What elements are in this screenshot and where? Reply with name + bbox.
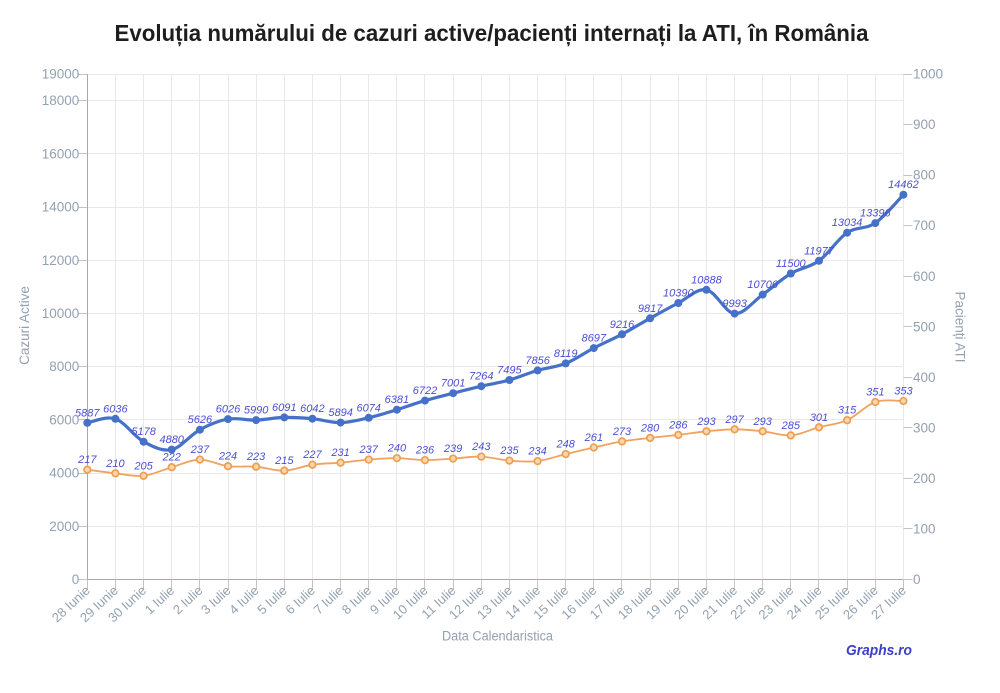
svg-text:900: 900 xyxy=(913,117,936,132)
svg-text:Cazuri Active: Cazuri Active xyxy=(17,286,32,365)
svg-text:14000: 14000 xyxy=(42,200,80,215)
svg-text:18000: 18000 xyxy=(42,93,80,108)
svg-text:13396: 13396 xyxy=(860,208,891,220)
svg-text:237: 237 xyxy=(359,444,379,456)
svg-text:210: 210 xyxy=(105,458,125,470)
svg-text:11500: 11500 xyxy=(776,258,807,270)
svg-text:5887: 5887 xyxy=(75,407,100,419)
svg-text:10888: 10888 xyxy=(691,274,722,286)
svg-text:353: 353 xyxy=(894,386,913,398)
svg-text:297: 297 xyxy=(724,414,744,426)
svg-text:14462: 14462 xyxy=(888,179,919,191)
svg-text:236: 236 xyxy=(415,445,435,457)
svg-text:0: 0 xyxy=(72,572,80,587)
svg-text:9993: 9993 xyxy=(722,298,747,310)
svg-text:301: 301 xyxy=(810,412,828,424)
svg-text:227: 227 xyxy=(302,449,322,461)
svg-text:261: 261 xyxy=(584,432,603,444)
svg-text:234: 234 xyxy=(527,446,546,458)
svg-text:235: 235 xyxy=(499,445,519,457)
svg-text:7856: 7856 xyxy=(525,355,550,367)
svg-text:1000: 1000 xyxy=(913,67,943,82)
svg-text:217: 217 xyxy=(77,454,97,466)
svg-text:5894: 5894 xyxy=(328,407,352,419)
svg-text:293: 293 xyxy=(753,416,773,428)
svg-text:400: 400 xyxy=(913,370,936,385)
svg-text:12000: 12000 xyxy=(42,253,80,268)
svg-text:5178: 5178 xyxy=(131,426,156,438)
svg-text:240: 240 xyxy=(387,443,407,455)
svg-text:10390: 10390 xyxy=(663,288,694,300)
svg-text:315: 315 xyxy=(838,405,857,417)
svg-text:231: 231 xyxy=(330,447,349,459)
svg-text:215: 215 xyxy=(274,455,294,467)
svg-text:6026: 6026 xyxy=(216,404,241,416)
svg-text:Data Calendaristica: Data Calendaristica xyxy=(442,629,553,644)
svg-text:0: 0 xyxy=(913,572,921,587)
svg-text:224: 224 xyxy=(218,451,237,463)
svg-text:300: 300 xyxy=(913,420,936,435)
svg-text:100: 100 xyxy=(913,522,936,537)
svg-text:500: 500 xyxy=(913,319,936,334)
svg-text:222: 222 xyxy=(162,452,181,464)
svg-text:6381: 6381 xyxy=(385,394,409,406)
svg-text:248: 248 xyxy=(556,439,576,451)
svg-text:Graphs.ro: Graphs.ro xyxy=(846,642,912,659)
svg-text:8000: 8000 xyxy=(49,359,79,374)
svg-text:Pacienți ATI: Pacienți ATI xyxy=(953,291,968,362)
svg-text:243: 243 xyxy=(471,441,491,453)
svg-text:7495: 7495 xyxy=(497,365,522,377)
svg-text:200: 200 xyxy=(913,471,936,486)
svg-text:223: 223 xyxy=(246,451,266,463)
svg-text:5990: 5990 xyxy=(244,405,269,417)
svg-text:4880: 4880 xyxy=(159,434,184,446)
svg-text:6042: 6042 xyxy=(300,403,324,415)
svg-text:16000: 16000 xyxy=(42,146,80,161)
svg-text:9216: 9216 xyxy=(610,319,635,331)
svg-text:285: 285 xyxy=(781,420,801,432)
svg-text:11977: 11977 xyxy=(804,245,835,257)
svg-text:280: 280 xyxy=(640,422,660,434)
svg-text:205: 205 xyxy=(133,460,153,472)
svg-text:800: 800 xyxy=(913,168,936,183)
svg-text:4000: 4000 xyxy=(49,466,79,481)
svg-text:10000: 10000 xyxy=(42,306,80,321)
svg-text:5626: 5626 xyxy=(188,414,213,426)
svg-text:6000: 6000 xyxy=(49,412,79,427)
svg-text:6074: 6074 xyxy=(356,402,380,414)
svg-text:9817: 9817 xyxy=(638,303,663,315)
svg-text:8697: 8697 xyxy=(582,333,607,345)
svg-text:6091: 6091 xyxy=(272,402,296,414)
svg-text:293: 293 xyxy=(696,416,716,428)
svg-text:7264: 7264 xyxy=(469,371,493,383)
svg-text:237: 237 xyxy=(190,444,210,456)
svg-text:19000: 19000 xyxy=(42,67,80,82)
svg-text:239: 239 xyxy=(443,443,462,455)
svg-text:351: 351 xyxy=(866,387,884,399)
svg-text:2000: 2000 xyxy=(49,519,79,534)
svg-text:7001: 7001 xyxy=(441,378,465,390)
svg-text:8119: 8119 xyxy=(554,348,578,360)
svg-text:700: 700 xyxy=(913,218,936,233)
svg-text:286: 286 xyxy=(668,419,688,431)
svg-text:Evoluția numărului de cazuri a: Evoluția numărului de cazuri active/paci… xyxy=(115,20,869,47)
svg-text:10706: 10706 xyxy=(747,279,778,291)
svg-text:13034: 13034 xyxy=(832,217,863,229)
svg-text:600: 600 xyxy=(913,269,936,284)
svg-text:6722: 6722 xyxy=(413,385,437,397)
svg-text:273: 273 xyxy=(612,426,632,438)
svg-text:6036: 6036 xyxy=(103,403,128,415)
